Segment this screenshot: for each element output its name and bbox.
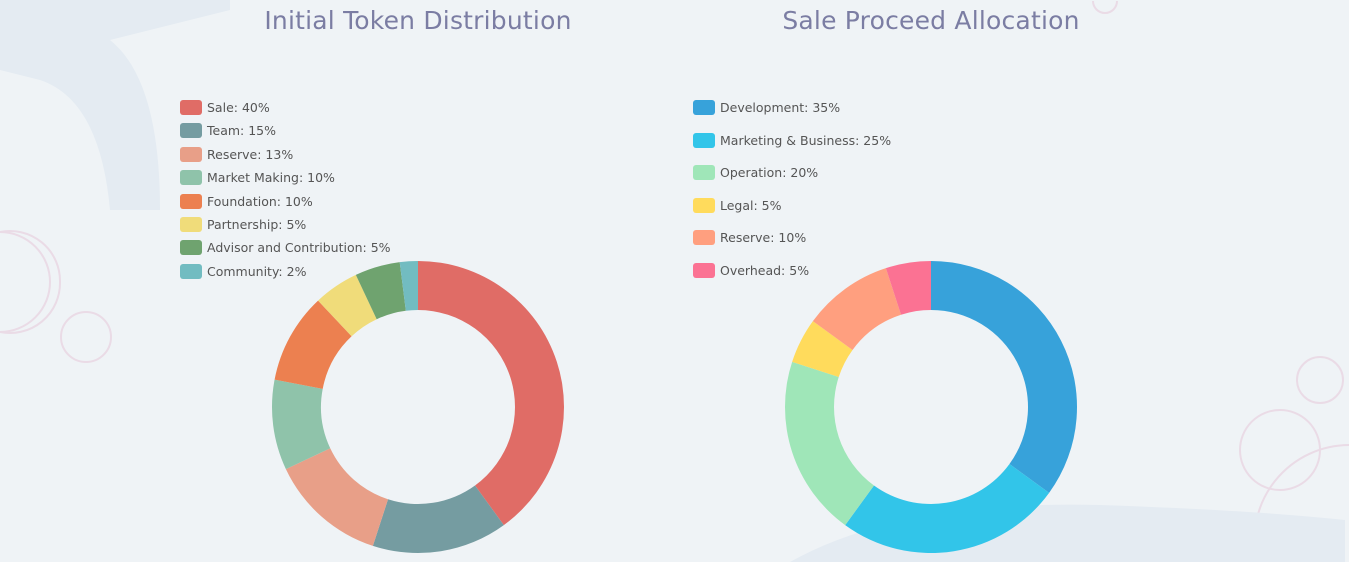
slice-reserve[interactable] xyxy=(812,268,902,350)
legend-label: Reserve: 13% xyxy=(207,146,294,162)
legend-label: Legal: 5% xyxy=(720,197,782,213)
legend-label: Development: 35% xyxy=(720,100,841,115)
legend-swatch xyxy=(180,263,202,279)
legend-swatch xyxy=(693,100,715,115)
slice-legal[interactable] xyxy=(792,321,853,378)
legend-item[interactable]: Team: 15% xyxy=(180,123,277,139)
legend-swatch xyxy=(180,240,202,256)
slice-overhead[interactable] xyxy=(885,261,931,315)
chart-title-sale-proceed: Sale Proceed Allocation xyxy=(782,6,1080,35)
legend-item[interactable]: Advisor and Contribution: 5% xyxy=(180,240,391,256)
slice-sale[interactable] xyxy=(418,261,564,526)
legend-item[interactable]: Reserve: 13% xyxy=(180,146,294,162)
legend-item[interactable]: Overhead: 5% xyxy=(693,262,810,278)
legend-label: Marketing & Business: 25% xyxy=(720,132,892,148)
legend-label: Overhead: 5% xyxy=(720,262,810,278)
legend-label: Partnership: 5% xyxy=(207,217,307,232)
legend-label: Advisor and Contribution: 5% xyxy=(207,240,391,256)
legend-label: Team: 15% xyxy=(207,123,277,139)
legend-label: Community: 2% xyxy=(207,263,307,279)
legend-item[interactable]: Development: 35% xyxy=(693,100,840,115)
slice-community[interactable] xyxy=(399,261,418,311)
legend-swatch xyxy=(693,165,715,180)
legend-item[interactable]: Legal: 5% xyxy=(693,197,782,213)
legend-item[interactable]: Sale: 40% xyxy=(180,100,270,115)
legend-item[interactable]: Community: 2% xyxy=(180,263,307,279)
slice-development[interactable] xyxy=(931,261,1077,493)
legend-swatch xyxy=(180,217,202,232)
slice-advisor-and-contribution[interactable] xyxy=(355,262,406,320)
slice-partnership[interactable] xyxy=(318,274,377,337)
chart-title-token-distribution: Initial Token Distribution xyxy=(264,6,572,35)
legend-swatch xyxy=(180,170,202,186)
legend-label: Market Making: 10% xyxy=(207,170,335,186)
slice-foundation[interactable] xyxy=(274,300,352,389)
legend-label: Reserve: 10% xyxy=(720,230,807,245)
legend-label: Operation: 20% xyxy=(720,165,819,180)
legend-item[interactable]: Partnership: 5% xyxy=(180,217,306,232)
legend-swatch xyxy=(180,100,202,115)
legend-swatch xyxy=(693,197,715,213)
legend-label: Foundation: 10% xyxy=(207,193,313,209)
legend-swatch xyxy=(693,230,715,245)
legend-swatch xyxy=(693,132,715,148)
legend-item[interactable]: Market Making: 10% xyxy=(180,170,335,186)
slice-marketing-business[interactable] xyxy=(845,464,1050,553)
legend-item[interactable]: Operation: 20% xyxy=(693,165,818,180)
legend-swatch xyxy=(180,123,202,139)
slice-team[interactable] xyxy=(372,485,504,553)
legend-swatch xyxy=(693,262,715,278)
legend-item[interactable]: Foundation: 10% xyxy=(180,193,313,209)
legend-item[interactable]: Reserve: 10% xyxy=(693,230,806,245)
slice-operation[interactable] xyxy=(785,361,874,526)
legend-label: Sale: 40% xyxy=(207,100,270,115)
slice-market-making[interactable] xyxy=(271,379,331,470)
legend-swatch xyxy=(180,146,202,162)
legend-item[interactable]: Marketing & Business: 25% xyxy=(693,132,892,148)
slice-reserve[interactable] xyxy=(285,448,389,546)
legend-swatch xyxy=(180,193,202,209)
